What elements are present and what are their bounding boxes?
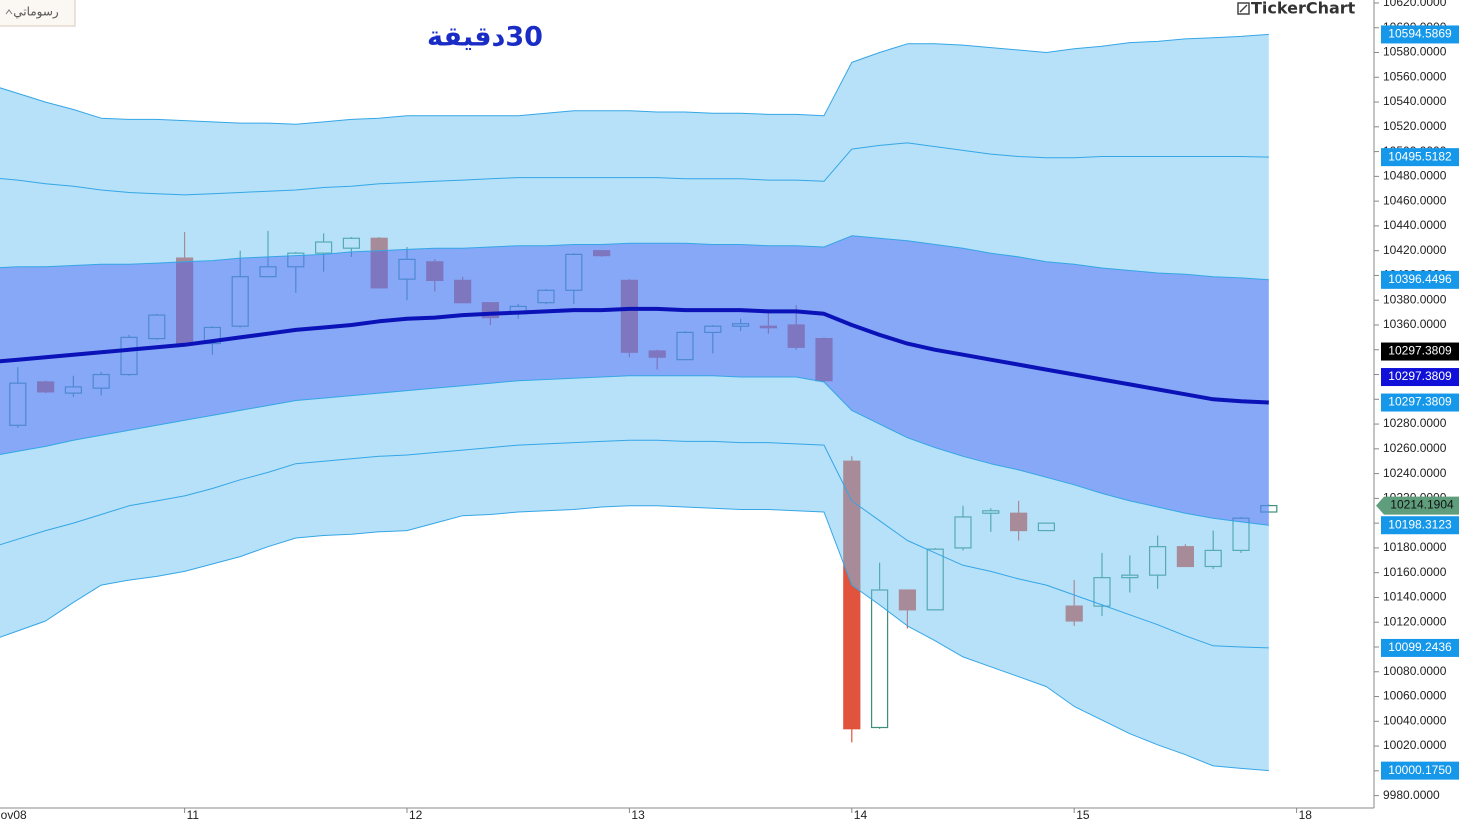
ma-end-label: 10297.3809 (1388, 395, 1452, 409)
y-tick-label: 10240.0000 (1383, 466, 1447, 480)
y-tick-label: 10380.0000 (1383, 292, 1447, 306)
y-tick-label: 10020.0000 (1383, 738, 1447, 752)
band-end-label: 10198.3123 (1388, 517, 1452, 531)
y-tick-label: 10120.0000 (1383, 614, 1447, 628)
ma-end-label-box (1381, 393, 1459, 412)
band-line (0, 375, 1269, 526)
band-line (0, 33, 1269, 125)
y-tick-label: 10160.0000 (1383, 565, 1447, 579)
band-end-label-box (1381, 638, 1459, 657)
band-end-label-box (1381, 761, 1459, 780)
x-tick-label: 15 (1076, 808, 1090, 822)
brand-icon (1237, 2, 1250, 15)
y-tick-label: 10480.0000 (1383, 169, 1447, 183)
y-tick-label: 10060.0000 (1383, 689, 1447, 703)
band-end-label: 10396.4496 (1388, 272, 1452, 286)
brand: TickerChart (1237, 0, 1356, 18)
y-tick-label: 10580.0000 (1383, 45, 1447, 59)
band-end-label: 10594.5869 (1388, 27, 1452, 41)
y-tick-label: 10460.0000 (1383, 193, 1447, 207)
y-tick-label: 9980.0000 (1383, 788, 1440, 802)
band-end-label: 10099.2436 (1388, 640, 1452, 654)
band-line (0, 235, 1269, 281)
x-tick-label: 11 (187, 808, 200, 822)
band-line (0, 505, 1269, 772)
band-end-label-box (1381, 148, 1459, 167)
y-tick-label: 10140.0000 (1383, 590, 1447, 604)
ma-end-label-box (1381, 342, 1459, 361)
y-tick-label: 10280.0000 (1383, 416, 1447, 430)
plot-area (0, 33, 1278, 772)
x-tick-label: 18 (1299, 808, 1313, 822)
band-line (0, 142, 1269, 196)
band-line (0, 439, 1269, 649)
brand-icon-stroke (1239, 4, 1248, 13)
band-end-label: 10000.1750 (1388, 763, 1452, 777)
last-price-box (1376, 496, 1459, 515)
band-end-label-box (1381, 25, 1459, 44)
ma-end-label-box (1381, 368, 1459, 387)
y-tick-label: 10440.0000 (1383, 218, 1447, 232)
ma-end-label: 10297.3809 (1388, 344, 1452, 358)
x-tick-label: Nov08 (0, 808, 27, 822)
y-tick-label: 10360.0000 (1383, 317, 1447, 331)
y-tick-label: 10040.0000 (1383, 713, 1447, 727)
candle-body (870, 589, 889, 729)
band-fill-outer (0, 34, 1269, 771)
x-tick-label: 13 (631, 808, 645, 822)
chart-title: 30دقيقة (427, 22, 543, 53)
band-fill-inner (0, 235, 1269, 526)
x-tick-label: 14 (854, 808, 868, 822)
y-tick-label: 10180.0000 (1383, 540, 1447, 554)
x-tick-label: 12 (409, 808, 423, 822)
y-tick-label: 10080.0000 (1383, 664, 1447, 678)
y-tick-label: 10540.0000 (1383, 94, 1447, 108)
menu-arrow[interactable] (5, 9, 13, 15)
menu-box[interactable] (0, 0, 76, 27)
band-end-label-box (1381, 516, 1459, 535)
moving-average-line (0, 306, 1269, 405)
last-price-label: 10214.1904 (1390, 498, 1454, 512)
menu-label[interactable]: رسوماتي (13, 5, 59, 20)
band-end-label: 10495.5182 (1388, 149, 1452, 163)
y-tick-label: 10560.0000 (1383, 69, 1447, 83)
ma-end-label: 10297.3809 (1388, 369, 1452, 383)
menu-button[interactable]: رسوماتي (0, 0, 76, 27)
y-tick-label: 10420.0000 (1383, 243, 1447, 257)
end-labels: 10594.5869 10495.5182 10396.4496 10297.3809… (1376, 25, 1459, 780)
y-tick-label: 10520.0000 (1383, 119, 1447, 133)
brand-name: TickerChart (1251, 0, 1356, 18)
band-end-label-box (1381, 270, 1459, 289)
y-tick-label: 10260.0000 (1383, 441, 1447, 455)
y-tick-label: 10620.0000 (1383, 0, 1447, 9)
